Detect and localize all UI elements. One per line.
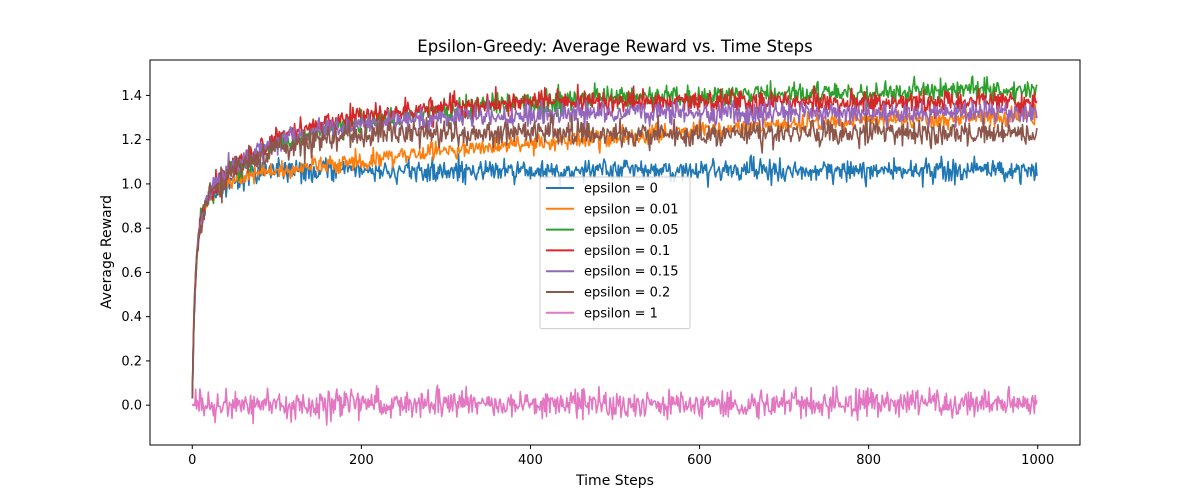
series-line-5	[191, 113, 1038, 399]
series-line-0	[191, 153, 1038, 399]
y-tick-label: 0.6	[121, 266, 142, 281]
y-axis: 0.0 0.2 0.4 0.6 0.8 1.0 1.2 1.4	[121, 89, 150, 414]
x-tick-label: 0	[188, 453, 196, 468]
y-tick-label: 0.8	[121, 222, 142, 237]
legend-entry-label: epsilon = 1	[584, 306, 658, 321]
legend-box	[539, 176, 691, 330]
series-line-3	[191, 83, 1038, 399]
plot-frame	[149, 59, 1081, 446]
legend-entry-label: epsilon = 0.1	[584, 244, 670, 259]
y-axis-label: Average Reward	[99, 195, 115, 309]
x-tick-label: 600	[687, 453, 712, 468]
y-tick-label: 1.2	[121, 133, 142, 148]
legend[interactable]: epsilon = 0 epsilon = 0.01 epsilon = 0.05 e…	[539, 176, 691, 330]
y-tick-label: 0.2	[121, 354, 142, 369]
x-axis: 0 200 400 600 800 1000	[188, 445, 1054, 468]
x-tick-label: 200	[349, 453, 374, 468]
y-tick-label: 1.4	[121, 89, 142, 104]
legend-entry-label: epsilon = 0	[584, 182, 658, 197]
x-tick-label: 400	[518, 453, 543, 468]
x-tick-label: 800	[856, 453, 881, 468]
y-tick-label: 0.4	[121, 310, 142, 325]
x-tick-label: 1000	[1021, 453, 1054, 468]
chart-title: Epsilon-Greedy: Average Reward vs. Time …	[417, 37, 812, 56]
y-tick-label: 1.0	[121, 177, 142, 192]
legend-entry-label: epsilon = 0.2	[584, 286, 670, 301]
y-tick-label: 0.0	[121, 399, 142, 414]
x-axis-label: Time Steps	[575, 473, 654, 489]
legend-entry-label: epsilon = 0.01	[584, 202, 679, 217]
series-line-4	[191, 98, 1038, 399]
series-line-6	[191, 384, 1038, 426]
legend-entry-label: epsilon = 0.05	[584, 223, 679, 238]
series-layer	[191, 75, 1038, 426]
legend-entry-label: epsilon = 0.15	[584, 265, 679, 280]
